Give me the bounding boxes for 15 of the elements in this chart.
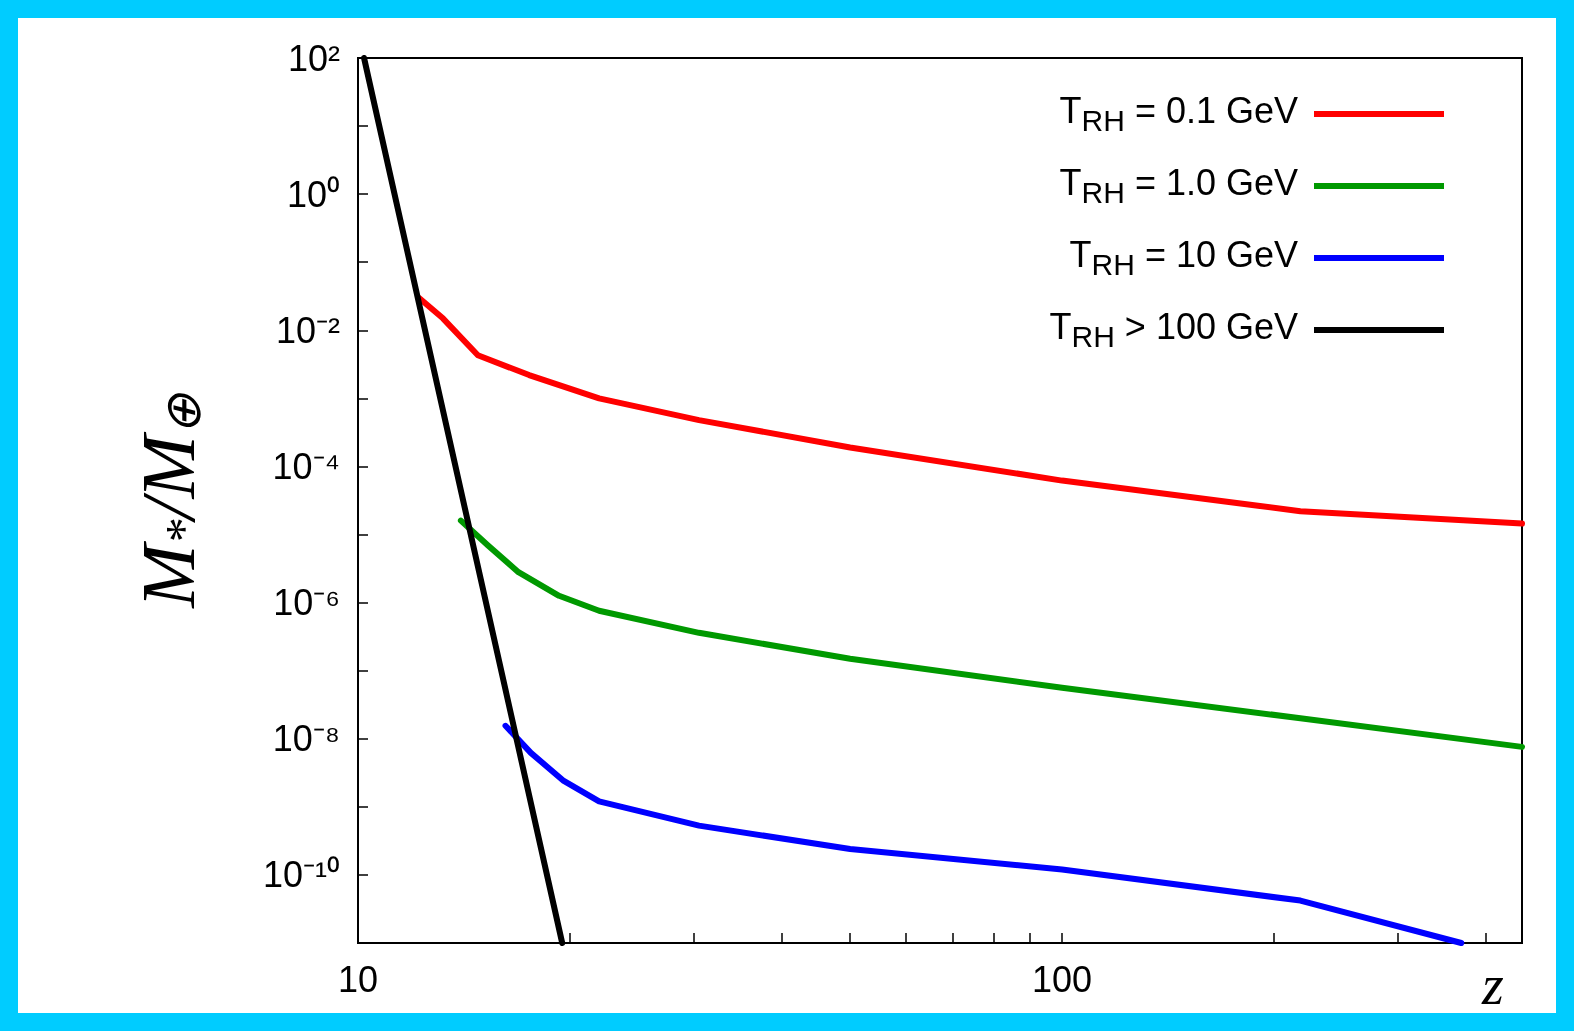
legend-label: T$_{RH}$ > 100 GeV [1049, 305, 1298, 355]
legend-label: T$_{RH}$ = 0.1 GeV [1059, 89, 1298, 139]
y-tick-label: 10⁻¹⁰ [262, 854, 340, 896]
y-tick-label: 10⁻⁴ [272, 445, 340, 487]
x-tick-label: 100 [1032, 958, 1093, 1000]
y-tick-label: 10⁰ [286, 173, 340, 215]
y-tick-label: 10⁻⁸ [272, 718, 340, 760]
legend-label: T$_{RH}$ = 1.0 GeV [1059, 161, 1298, 211]
legend-label: T$_{RH}$ = 10 GeV [1069, 233, 1298, 283]
y-axis-title: M*/M⊕ [126, 392, 211, 609]
x-tick-label: 10 [337, 958, 379, 1000]
y-tick-label: 10⁻⁶ [273, 582, 340, 624]
x-axis-title: z [1481, 954, 1504, 1016]
y-tick-label: 10² [287, 37, 341, 79]
y-tick-label: 10⁻² [275, 309, 341, 351]
